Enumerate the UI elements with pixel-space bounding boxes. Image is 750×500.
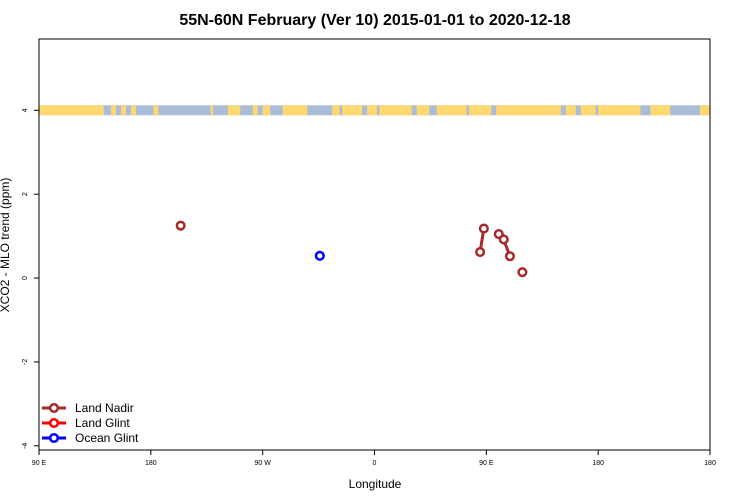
map-land — [598, 105, 641, 116]
y-tick-label: 2 — [22, 192, 29, 196]
map-land — [342, 105, 363, 116]
map-land — [367, 105, 377, 116]
legend-label: Land Glint — [75, 416, 130, 430]
map-land — [332, 105, 340, 116]
data-point-land-nadir — [478, 223, 489, 234]
map-land — [580, 105, 596, 116]
legend-item-ocean-glint: Ocean Glint — [42, 431, 139, 445]
world-map-strip — [39, 105, 710, 116]
map-land — [130, 105, 136, 116]
x-tick-label: 0 — [373, 460, 377, 467]
data-point-ocean-glint — [314, 250, 325, 261]
map-land — [39, 105, 104, 116]
legend-swatch-marker — [48, 432, 60, 444]
data-point-land-nadir — [475, 246, 486, 258]
map-land — [436, 105, 467, 116]
x-tick-label: 180 — [704, 460, 716, 467]
map-land — [650, 105, 671, 116]
x-axis: 90 E 180 90 W 0 90 E 180 180 — [32, 450, 716, 467]
data-point-land-nadir — [504, 251, 515, 262]
map-land — [468, 105, 492, 116]
x-tick-label: 90 E — [479, 460, 494, 467]
data-point-land-nadir — [175, 220, 186, 231]
y-tick-label: -4 — [22, 443, 29, 449]
legend-label: Land Nadir — [75, 401, 134, 415]
legend-swatch-marker — [48, 417, 60, 429]
map-land — [111, 105, 117, 116]
legend-swatch-marker — [48, 402, 60, 414]
map-land — [282, 105, 308, 116]
map-land — [496, 105, 561, 116]
y-axis: -4 -2 0 2 4 — [22, 108, 39, 449]
legend-item-land-nadir: Land Nadir — [42, 401, 134, 415]
legend-item-land-glint: Land Glint — [42, 416, 130, 430]
y-tick-label: -2 — [22, 359, 29, 365]
x-tick-label: 90 W — [254, 460, 271, 467]
map-land — [121, 105, 126, 116]
plot-frame — [38, 38, 711, 451]
map-land — [210, 105, 213, 116]
x-axis-label: Longitude — [349, 477, 402, 491]
y-tick-label: 0 — [22, 276, 29, 280]
y-tick-label: 4 — [22, 108, 29, 112]
y-axis-label: XCO2 - MLO trend (ppm) — [0, 178, 12, 313]
map-land — [153, 105, 159, 116]
data-point-land-nadir — [517, 267, 528, 278]
x-tick-label: 180 — [145, 460, 157, 467]
series-layer — [175, 220, 528, 278]
x-tick-label: 180 — [592, 460, 604, 467]
chart-title: 55N-60N February (Ver 10) 2015-01-01 to … — [179, 12, 570, 29]
data-point-land-nadir — [498, 234, 509, 245]
legend-label: Ocean Glint — [75, 431, 139, 445]
map-land — [565, 105, 576, 116]
map-land — [252, 105, 258, 116]
map-land — [416, 105, 430, 116]
x-tick-label: 90 E — [32, 460, 47, 467]
map-land — [379, 105, 412, 116]
map-land — [262, 105, 271, 116]
map-land — [227, 105, 241, 116]
map-land — [700, 105, 710, 116]
